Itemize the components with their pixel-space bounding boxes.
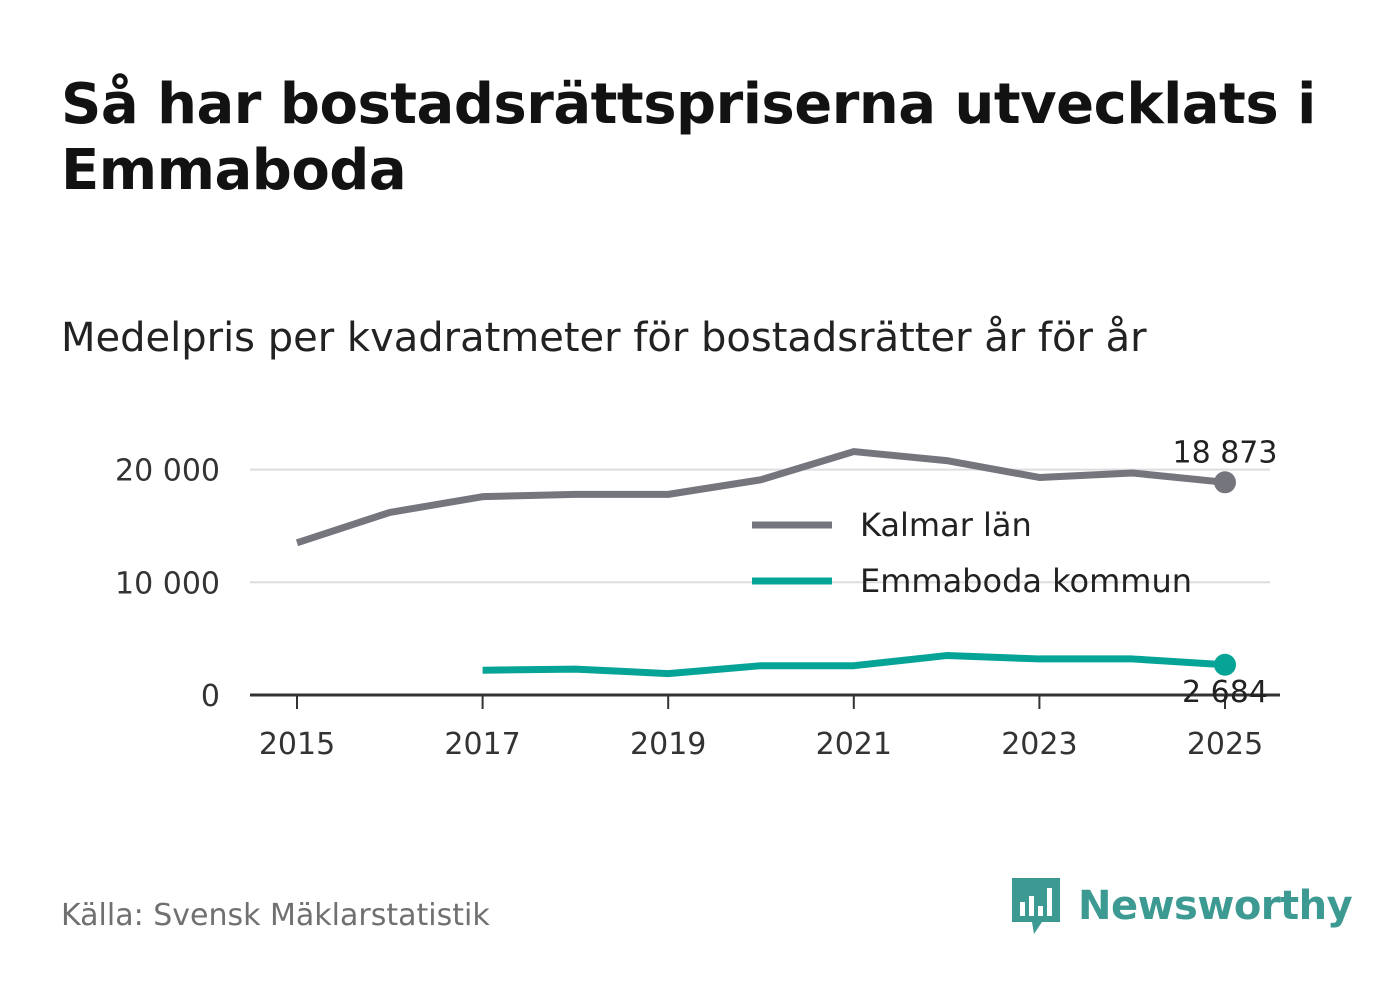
x-tick-label: 2021 <box>816 727 892 762</box>
end-point-emmaboda <box>1214 653 1236 676</box>
x-tick-label: 2017 <box>444 727 520 762</box>
end-label-emmaboda: 2 684 <box>1182 675 1268 710</box>
line-chart: 0 10 000 20 000 2015 2017 2019 2021 2023 2025 1… <box>115 435 1280 762</box>
y-tick-label: 10 000 <box>115 566 220 601</box>
x-axis <box>250 693 1280 709</box>
chart-title: Så har bostadsrättspriserna utvecklats i… <box>61 72 1316 203</box>
series-line-kalmar <box>295 448 1226 547</box>
chart-subtitle: Medelpris per kvadratmeter för bostadsrä… <box>61 315 1147 361</box>
end-labels: 18 873 2 684 <box>1173 435 1278 709</box>
x-tick-label: 2015 <box>259 727 335 762</box>
y-tick-label: 20 000 <box>115 454 220 489</box>
y-tick-label: 0 <box>201 679 220 714</box>
y-axis-labels: 0 10 000 20 000 <box>115 454 220 714</box>
series-line-emmaboda <box>482 652 1226 678</box>
legend-label-kalmar: Kalmar län <box>860 506 1032 544</box>
end-point-kalmar <box>1214 471 1236 494</box>
x-axis-labels: 2015 2017 2019 2021 2023 2025 <box>259 727 1263 762</box>
x-tick-label: 2019 <box>630 727 706 762</box>
end-label-kalmar: 18 873 <box>1173 435 1278 470</box>
x-tick-label: 2025 <box>1187 727 1263 762</box>
brand-name: Newsworthy <box>1078 883 1353 929</box>
x-tick-label: 2023 <box>1001 727 1077 762</box>
legend: Kalmar län Emmaboda kommun <box>752 506 1192 600</box>
newsworthy-logo-icon <box>1012 878 1060 934</box>
newsworthy-logo: Newsworthy <box>1010 876 1353 936</box>
series-lines <box>295 448 1236 678</box>
source-note: Källa: Svensk Mäklarstatistik <box>61 898 490 933</box>
legend-label-emmaboda: Emmaboda kommun <box>860 562 1192 600</box>
